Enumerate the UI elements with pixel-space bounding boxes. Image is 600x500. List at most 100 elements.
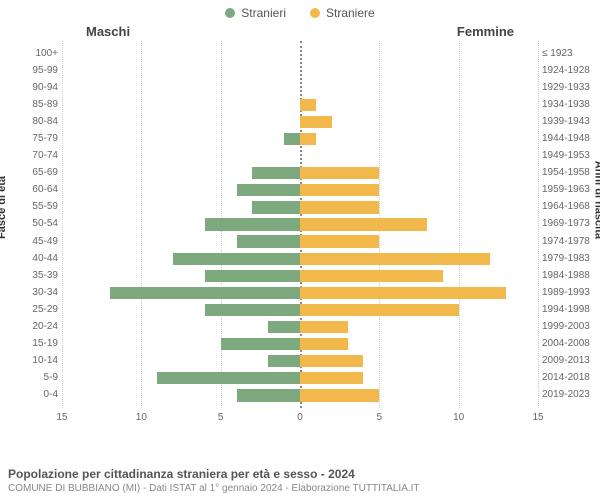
birth-year-label: 2014-2018 [542, 373, 594, 383]
bar-male [284, 133, 300, 145]
bar-female [300, 184, 379, 196]
legend-item-male: Stranieri [225, 6, 286, 20]
bar-female [300, 253, 490, 265]
age-label: 20-24 [16, 322, 58, 332]
bar-male [268, 355, 300, 367]
x-tick-label: 5 [218, 412, 224, 423]
age-label: 90-94 [16, 83, 58, 93]
chart-row: 40-441979-1983 [62, 250, 538, 267]
age-label: 40-44 [16, 254, 58, 264]
age-label: 0-4 [16, 390, 58, 400]
bar-male [173, 253, 300, 265]
age-label: 55-59 [16, 202, 58, 212]
column-title-right: Femmine [457, 24, 514, 39]
legend-item-female: Straniere [310, 6, 375, 20]
bar-male [221, 338, 300, 350]
birth-year-label: 1994-1998 [542, 305, 594, 315]
age-label: 80-84 [16, 117, 58, 127]
chart-row: 75-791944-1948 [62, 130, 538, 147]
bar-male [268, 321, 300, 333]
age-label: 65-69 [16, 168, 58, 178]
chart-row: 15-192004-2008 [62, 336, 538, 353]
x-tick-label: 15 [532, 412, 543, 423]
bar-male [205, 304, 300, 316]
birth-year-label: 1989-1993 [542, 288, 594, 298]
bar-female [300, 201, 379, 213]
chart-row: 65-691954-1958 [62, 165, 538, 182]
chart-row: 30-341989-1993 [62, 284, 538, 301]
age-label: 5-9 [16, 373, 58, 383]
age-label: 50-54 [16, 219, 58, 229]
bar-female [300, 270, 443, 282]
bar-female [300, 116, 332, 128]
birth-year-label: 1949-1953 [542, 151, 594, 161]
birth-year-label: 1999-2003 [542, 322, 594, 332]
age-label: 100+ [16, 49, 58, 59]
age-label: 45-49 [16, 237, 58, 247]
legend-dot-female [310, 8, 320, 18]
bar-female [300, 372, 363, 384]
birth-year-label: 1959-1963 [542, 185, 594, 195]
y-axis-label-left: Fasce di età [0, 176, 8, 239]
age-label: 95-99 [16, 66, 58, 76]
chart-row: 5-92014-2018 [62, 370, 538, 387]
age-label: 30-34 [16, 288, 58, 298]
chart-row: 60-641959-1963 [62, 182, 538, 199]
birth-year-label: 1984-1988 [542, 271, 594, 281]
bar-male [205, 270, 300, 282]
bar-female [300, 338, 348, 350]
birth-year-label: 2004-2008 [542, 339, 594, 349]
chart-row: 100+≤ 1923 [62, 45, 538, 62]
x-tick-label: 15 [56, 412, 67, 423]
chart-row: 55-591964-1968 [62, 199, 538, 216]
x-axis: 15105051015 [62, 410, 538, 430]
birth-year-label: 2019-2023 [542, 390, 594, 400]
chart-row: 95-991924-1928 [62, 62, 538, 79]
chart-row: 45-491974-1978 [62, 233, 538, 250]
birth-year-label: 1974-1978 [542, 237, 594, 247]
age-label: 70-74 [16, 151, 58, 161]
legend-dot-male [225, 8, 235, 18]
chart-row: 10-142009-2013 [62, 353, 538, 370]
column-title-left: Maschi [86, 24, 130, 39]
footer-title: Popolazione per cittadinanza straniera p… [8, 467, 592, 481]
birth-year-label: 1954-1958 [542, 168, 594, 178]
birth-year-label: 1929-1933 [542, 83, 594, 93]
age-label: 75-79 [16, 134, 58, 144]
bar-male [252, 201, 300, 213]
chart-row: 20-241999-2003 [62, 319, 538, 336]
bar-male [237, 389, 300, 401]
bar-female [300, 321, 348, 333]
x-tick-label: 10 [453, 412, 464, 423]
bar-female [300, 235, 379, 247]
bar-male [252, 167, 300, 179]
age-label: 25-29 [16, 305, 58, 315]
x-tick-label: 0 [297, 412, 303, 423]
chart-row: 25-291994-1998 [62, 301, 538, 318]
age-label: 15-19 [16, 339, 58, 349]
age-label: 10-14 [16, 356, 58, 366]
x-tick-label: 10 [136, 412, 147, 423]
gridline-vertical [538, 41, 539, 408]
legend-label-female: Straniere [326, 6, 375, 20]
chart-row: 85-891934-1938 [62, 96, 538, 113]
bar-male [237, 184, 300, 196]
age-label: 35-39 [16, 271, 58, 281]
bar-male [157, 372, 300, 384]
legend-label-male: Stranieri [241, 6, 286, 20]
bar-female [300, 99, 316, 111]
column-titles: Maschi Femmine [0, 20, 600, 41]
chart-row: 50-541969-1973 [62, 216, 538, 233]
chart-rows: 100+≤ 192395-991924-192890-941929-193385… [62, 45, 538, 404]
plot-area: 100+≤ 192395-991924-192890-941929-193385… [62, 41, 538, 408]
birth-year-label: 1979-1983 [542, 254, 594, 264]
x-tick-label: 5 [377, 412, 383, 423]
bar-male [110, 287, 300, 299]
bar-female [300, 389, 379, 401]
bar-female [300, 355, 363, 367]
birth-year-label: 1969-1973 [542, 219, 594, 229]
footer-subtitle: COMUNE DI BUBBIANO (MI) - Dati ISTAT al … [8, 483, 592, 494]
birth-year-label: 1964-1968 [542, 202, 594, 212]
bar-female [300, 133, 316, 145]
bar-female [300, 304, 459, 316]
